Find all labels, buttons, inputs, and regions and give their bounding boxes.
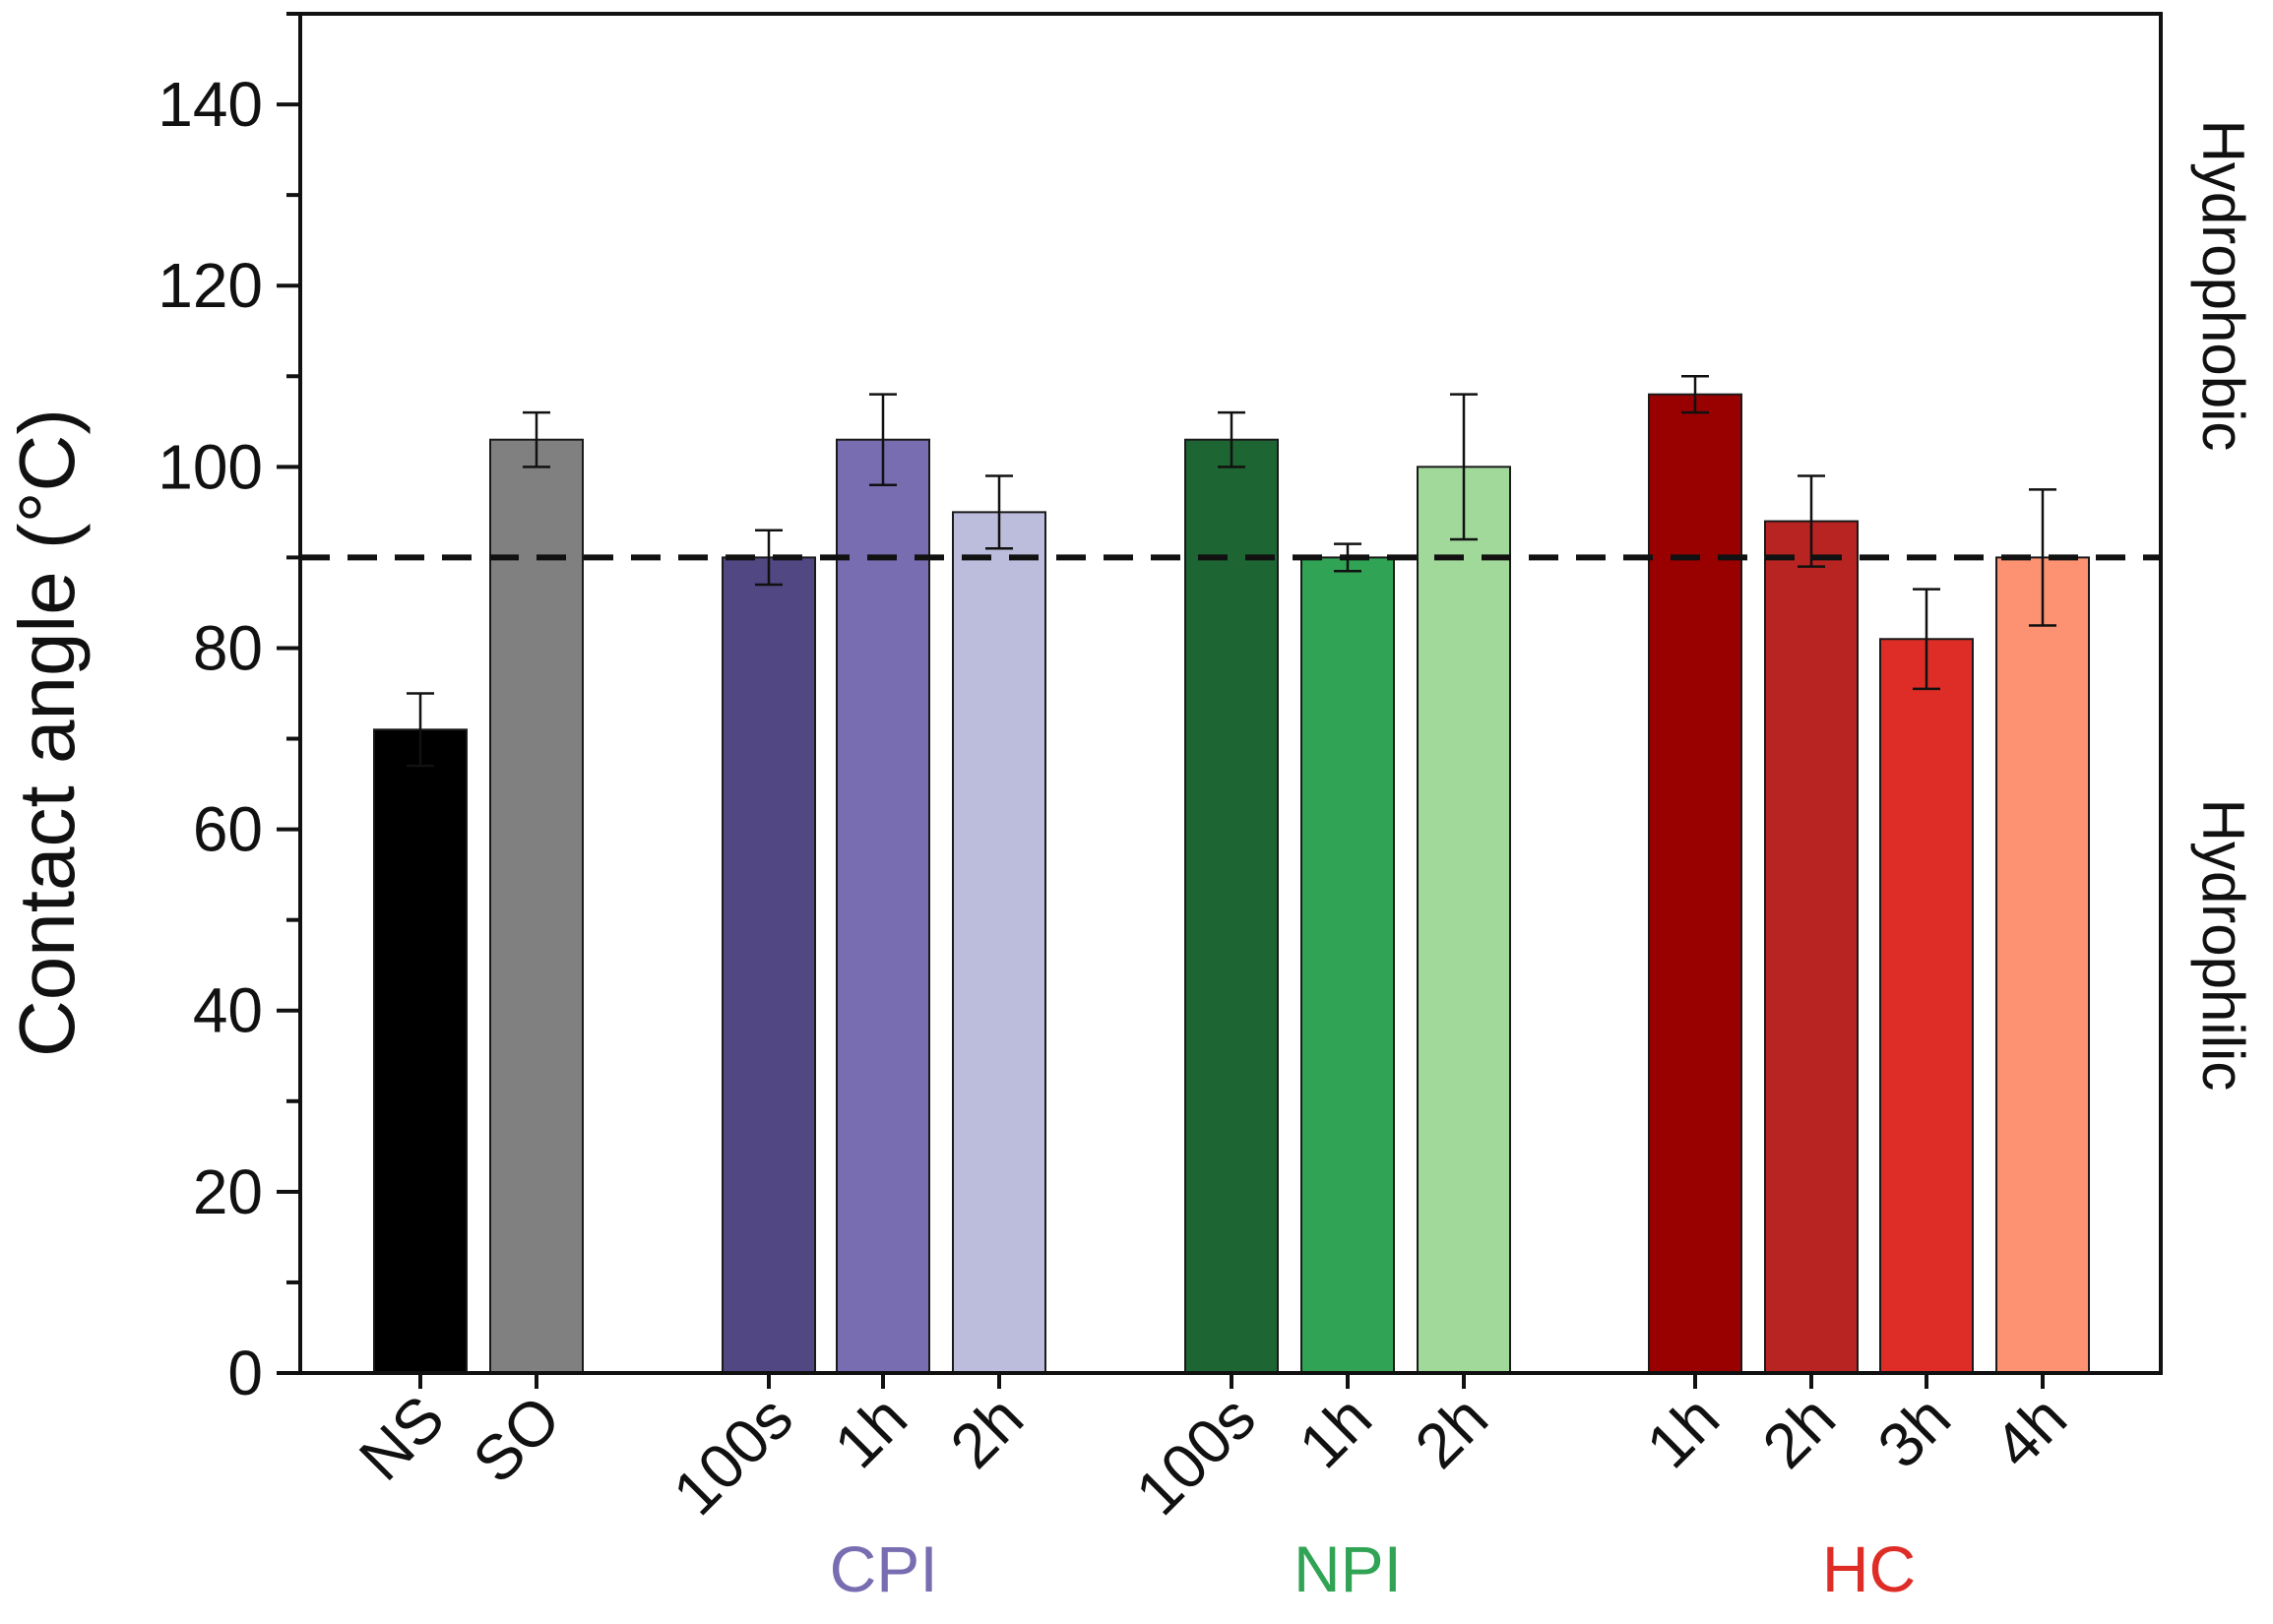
y-axis-title: Contact angle (°C) <box>3 408 91 1057</box>
group-label-hc: HC <box>1822 1532 1916 1605</box>
y-tick-label: 40 <box>193 975 263 1046</box>
x-category-label: 2h <box>1402 1382 1501 1481</box>
bar-hc-1h <box>1648 393 1742 1374</box>
y-tick-label: 60 <box>193 794 263 865</box>
x-category-label: 2h <box>1749 1382 1849 1481</box>
x-category-label: 1h <box>1286 1382 1385 1481</box>
bar-cpi-2h <box>952 511 1046 1374</box>
bar-cpi-1h <box>836 438 930 1375</box>
x-category-label: 4h <box>1981 1382 2080 1481</box>
bar-hc-3h <box>1879 638 1974 1374</box>
group-label-npi: NPI <box>1294 1532 1402 1605</box>
y-tick-label: 80 <box>193 612 263 683</box>
x-category-label: 100s <box>1122 1382 1269 1529</box>
y-tick-label: 100 <box>158 431 263 502</box>
bar-npi-1h <box>1300 556 1395 1374</box>
hydrophilic-label: Hydrophilic <box>2190 799 2256 1092</box>
y-tick-label: 0 <box>227 1338 263 1408</box>
bar-hc-4h <box>1995 556 2090 1374</box>
x-category-label: 3h <box>1864 1382 1964 1481</box>
x-category-label: 1h <box>821 1382 920 1481</box>
x-category-label: SO <box>460 1382 574 1496</box>
x-category-label: 1h <box>1633 1382 1733 1481</box>
x-category-label: 2h <box>937 1382 1037 1481</box>
y-tick-label: 20 <box>193 1156 263 1227</box>
hydrophobic-label: Hydrophobic <box>2190 120 2256 452</box>
bar-cpi-100s <box>722 556 816 1374</box>
bar-npi-2h <box>1417 466 1511 1375</box>
bar-npi-100s <box>1184 438 1279 1375</box>
y-tick-label: 140 <box>158 69 263 140</box>
x-category-label: 100s <box>660 1382 806 1529</box>
bar-so <box>489 438 584 1375</box>
group-label-cpi: CPI <box>830 1532 938 1605</box>
x-category-label: NS <box>346 1382 458 1494</box>
bar-ns <box>373 728 468 1374</box>
y-tick-label: 120 <box>158 250 263 321</box>
bar-hc-2h <box>1764 520 1859 1374</box>
